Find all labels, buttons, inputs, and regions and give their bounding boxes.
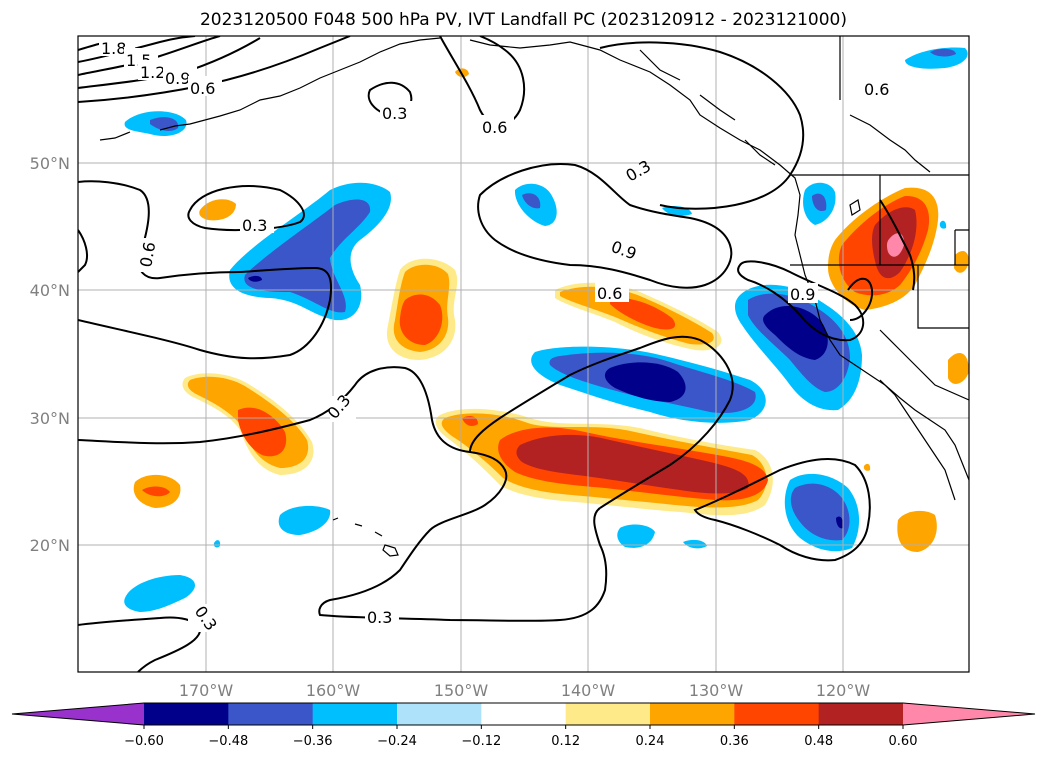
contour-label: 0.6 bbox=[136, 240, 159, 268]
colorbar-segment bbox=[565, 703, 651, 725]
colorbar-tick-label: 0.24 bbox=[636, 734, 665, 749]
colorbar-tick-label: 0.36 bbox=[720, 734, 749, 749]
contour-label: 0.3 bbox=[382, 104, 407, 123]
shading-negative bbox=[124, 47, 968, 612]
lat-label: 40°N bbox=[30, 281, 70, 300]
lon-label: 130°W bbox=[689, 681, 744, 700]
contour-label: 0.6 bbox=[864, 80, 889, 99]
contour-label: 1.2 bbox=[140, 63, 165, 82]
contour-label: 0.9 bbox=[165, 69, 190, 88]
contour-label: 0.6 bbox=[597, 284, 622, 303]
longitude-labels: 170°W 160°W 150°W 140°W 130°W 120°W bbox=[179, 681, 871, 700]
colorbar-tick-label: −0.36 bbox=[293, 734, 333, 749]
colorbar-segment bbox=[312, 703, 398, 725]
contour-label: 0.6 bbox=[482, 118, 507, 137]
lat-label: 50°N bbox=[30, 154, 70, 173]
contour-label: 0.3 bbox=[242, 216, 267, 235]
shading-positive bbox=[133, 68, 969, 552]
colorbar-tick-label: −0.24 bbox=[377, 734, 417, 749]
contour-label: 1.8 bbox=[101, 39, 126, 58]
lat-label: 20°N bbox=[30, 536, 70, 555]
colorbar-tick-label: −0.60 bbox=[124, 734, 164, 749]
colorbar-tick-label: 0.48 bbox=[804, 734, 833, 749]
contour-label: 0.3 bbox=[367, 608, 392, 627]
colorbar-segment bbox=[228, 703, 314, 725]
colorbar-extend-low bbox=[12, 703, 144, 725]
lon-label: 120°W bbox=[816, 681, 871, 700]
map-content: 1.8 1.5 1.2 0.9 0.6 0.3 0.6 0.3 0.6 0.3 … bbox=[78, 36, 969, 672]
colorbar-tick-label: −0.48 bbox=[208, 734, 248, 749]
colorbar-segment bbox=[650, 703, 735, 725]
colorbar-extend-high bbox=[903, 703, 1035, 725]
lon-label: 170°W bbox=[179, 681, 234, 700]
colorbar-segment bbox=[734, 703, 820, 725]
coastlines bbox=[99, 36, 969, 557]
colorbar-segment bbox=[818, 703, 904, 725]
lon-label: 160°W bbox=[306, 681, 361, 700]
colorbar-segment bbox=[397, 703, 482, 725]
map-title: 2023120500 F048 500 hPa PV, IVT Landfall… bbox=[199, 10, 847, 30]
lon-label: 150°W bbox=[434, 681, 489, 700]
lat-label: 30°N bbox=[30, 409, 70, 428]
colorbar-segment bbox=[144, 703, 229, 725]
colorbar-tick-label: 0.12 bbox=[551, 734, 580, 749]
latitude-labels: 50°N 40°N 30°N 20°N bbox=[30, 154, 70, 555]
graticule bbox=[78, 36, 969, 672]
contour-label: 0.9 bbox=[790, 285, 815, 304]
lon-label: 140°W bbox=[561, 681, 616, 700]
contour-label: 0.6 bbox=[190, 79, 215, 98]
colorbar-tick-label: −0.12 bbox=[461, 734, 501, 749]
colorbar: −0.60 −0.48 −0.36 −0.24 −0.12 0.12 0.24 0.36 0.4… bbox=[11, 702, 1036, 749]
colorbar-tick-label: 0.60 bbox=[889, 734, 918, 749]
contour-labels: 1.8 1.5 1.2 0.9 0.6 0.3 0.6 0.3 0.6 0.3 … bbox=[99, 36, 896, 634]
colorbar-segment bbox=[481, 703, 567, 725]
map-frame bbox=[77, 35, 970, 673]
